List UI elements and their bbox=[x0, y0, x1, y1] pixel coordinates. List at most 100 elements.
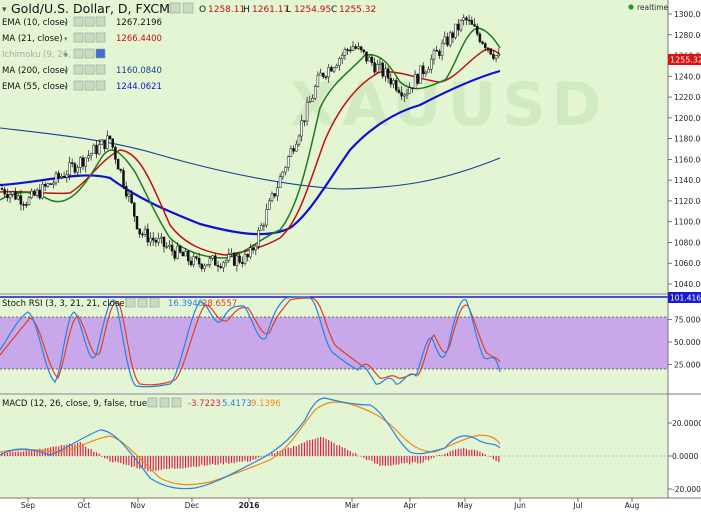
indicator-label[interactable]: EMA (55, close) bbox=[2, 82, 68, 92]
eye-icon[interactable] bbox=[73, 48, 84, 59]
macd-hist-bar bbox=[357, 455, 359, 457]
macd-hist-bar bbox=[282, 449, 284, 456]
eye-icon[interactable] bbox=[147, 397, 158, 408]
candle-body bbox=[216, 265, 220, 267]
macd-hist-bar bbox=[320, 436, 322, 456]
candle-body bbox=[176, 245, 179, 259]
time-tick-label: Jun bbox=[513, 501, 526, 510]
macd-hist-bar bbox=[212, 456, 214, 464]
symbol-title[interactable]: Gold/U.S. Dollar, D, FXCM bbox=[11, 1, 170, 16]
macd-hist-bar bbox=[468, 449, 470, 456]
macd-hist-bar bbox=[6, 452, 8, 456]
header-tools[interactable] bbox=[169, 2, 194, 14]
stoch-tag-bg bbox=[668, 292, 701, 303]
indicator-label[interactable]: MA (200, close) bbox=[2, 66, 68, 76]
macd-hist-bar bbox=[155, 456, 157, 472]
candle-body bbox=[362, 49, 366, 53]
ma200-line bbox=[0, 127, 501, 190]
close-icon[interactable] bbox=[149, 297, 160, 308]
candle-body bbox=[462, 17, 465, 21]
stoch-axis[interactable]: 25.0000 50.0000 75.0000 bbox=[668, 316, 701, 370]
close-icon[interactable] bbox=[95, 48, 106, 59]
macd-hist-bar bbox=[152, 456, 154, 471]
gear-icon[interactable] bbox=[84, 80, 95, 91]
candle-body bbox=[421, 65, 425, 75]
chevron-down-icon[interactable]: ▾ bbox=[64, 19, 68, 27]
candle-body bbox=[16, 195, 20, 200]
candle-body bbox=[19, 195, 23, 205]
macd-hist-bar bbox=[249, 456, 251, 462]
macd-hist-bar bbox=[344, 447, 346, 456]
eye-icon[interactable] bbox=[73, 80, 84, 91]
macd-hist-bar bbox=[149, 456, 152, 472]
candle-body bbox=[243, 253, 247, 264]
close-icon[interactable] bbox=[95, 80, 106, 91]
macd-hist-bar bbox=[74, 444, 76, 456]
close-icon[interactable] bbox=[95, 64, 106, 75]
gear-icon[interactable] bbox=[182, 2, 194, 14]
candle-body bbox=[262, 224, 266, 227]
macd-hist-bar bbox=[336, 445, 338, 456]
eye-icon[interactable] bbox=[169, 2, 181, 14]
time-tick-label: Mar bbox=[345, 501, 360, 510]
time-tick-label: Aug bbox=[625, 501, 640, 510]
candle-body bbox=[6, 194, 9, 199]
indicator-label[interactable]: Ichimoku (9, 26, 52, 26) bbox=[2, 50, 104, 60]
macd-hist-bar bbox=[333, 442, 335, 456]
macd-hist-bar bbox=[112, 456, 114, 463]
gear-icon[interactable] bbox=[137, 297, 148, 308]
macd-hist-bar bbox=[23, 451, 25, 456]
chevron-down-icon[interactable]: ▾ bbox=[64, 67, 68, 75]
chevron-down-icon[interactable]: ▾ bbox=[2, 5, 7, 15]
macd-hist-bar bbox=[114, 456, 116, 462]
macd-hist-bar bbox=[225, 456, 227, 463]
chevron-down-icon[interactable]: ▾ bbox=[64, 83, 68, 91]
candle-body bbox=[100, 139, 104, 145]
time-axis[interactable]: Sep Oct Nov Dec 2016 Mar Apr May Jun Jul Aug bbox=[21, 498, 640, 510]
macd-hist-bar bbox=[133, 456, 135, 467]
chevron-down-icon[interactable]: ▾ bbox=[64, 51, 68, 59]
macd-axis[interactable]: 20.0000 0.0000 -20.0000 bbox=[668, 419, 701, 494]
macd-hist-bar bbox=[409, 456, 411, 465]
chevron-down-icon[interactable]: ▾ bbox=[64, 35, 68, 43]
indicator-label[interactable]: EMA (10, close) bbox=[2, 18, 68, 28]
macd-hist-bar bbox=[411, 456, 413, 463]
eye-icon[interactable] bbox=[73, 32, 84, 43]
candle-body bbox=[316, 74, 320, 87]
stoch-label[interactable]: Stoch RSI (3, 3, 21, 21, close) bbox=[2, 299, 128, 309]
indicator-label[interactable]: MA (21, close) bbox=[2, 34, 63, 44]
close-icon[interactable] bbox=[171, 397, 182, 408]
candle-body bbox=[95, 144, 98, 155]
candle-body bbox=[211, 255, 214, 259]
macd-hist-bar bbox=[122, 456, 125, 465]
candle-body bbox=[454, 23, 457, 38]
close-icon[interactable] bbox=[95, 32, 106, 43]
macd-hist-bar bbox=[341, 447, 343, 456]
macd-hist-bar bbox=[93, 451, 95, 456]
gear-icon[interactable] bbox=[84, 48, 95, 59]
candle-body bbox=[246, 253, 249, 258]
gear-icon[interactable] bbox=[84, 32, 95, 43]
candle-body bbox=[251, 247, 255, 251]
gear-icon[interactable] bbox=[84, 64, 95, 75]
eye-icon[interactable] bbox=[125, 297, 136, 308]
time-tick-label: 2016 bbox=[239, 501, 260, 510]
macd-label[interactable]: MACD (12, 26, close, 9, false, true) bbox=[2, 399, 150, 409]
close-icon[interactable] bbox=[95, 16, 106, 27]
gear-icon[interactable] bbox=[159, 397, 170, 408]
candle-body bbox=[35, 189, 39, 196]
eye-icon[interactable] bbox=[73, 64, 84, 75]
ohlc-open-value: 1258.11 bbox=[208, 5, 245, 15]
macd-tick-label: -20.0000 bbox=[672, 485, 701, 494]
macd-hist-bar bbox=[268, 455, 270, 456]
candle-body bbox=[432, 49, 436, 60]
gear-icon[interactable] bbox=[84, 16, 95, 27]
macd-hist-bar bbox=[158, 456, 160, 471]
candle-body bbox=[184, 250, 187, 257]
candle-body bbox=[38, 189, 42, 199]
macd-hist-bar bbox=[417, 456, 419, 464]
candle-body bbox=[311, 98, 314, 102]
eye-icon[interactable] bbox=[73, 16, 84, 27]
macd-hist-bar bbox=[95, 452, 98, 456]
